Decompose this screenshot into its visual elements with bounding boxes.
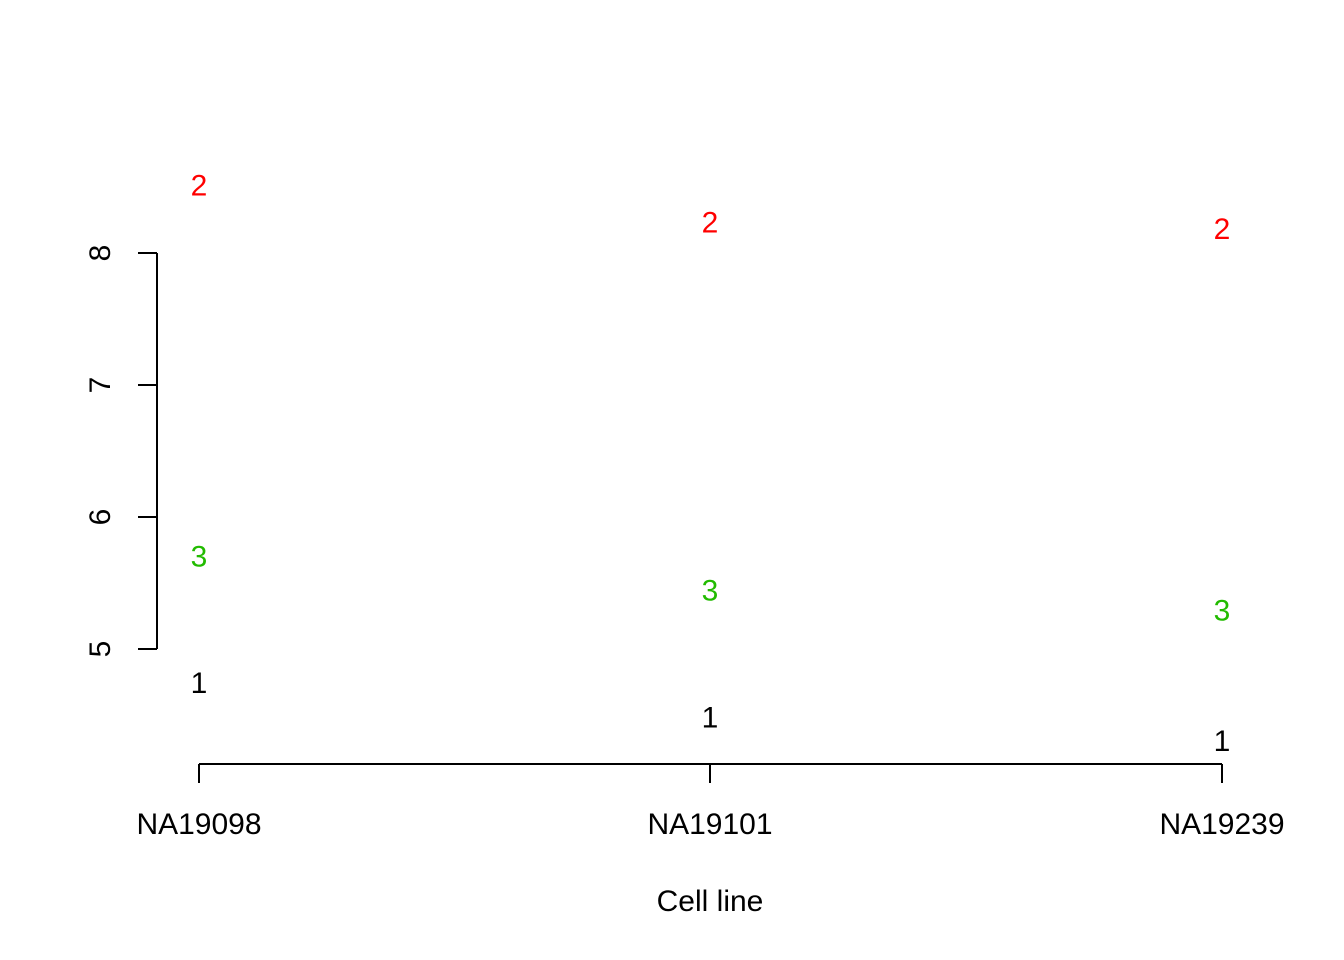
y-tick-label: 7	[84, 377, 117, 394]
x-tick-label: NA19101	[647, 808, 772, 841]
x-tick-label: NA19239	[1159, 808, 1284, 841]
x-axis-label: Cell line	[657, 885, 764, 918]
data-point-label: 3	[702, 575, 719, 608]
y-tick-label: 6	[84, 509, 117, 526]
data-point-label: 2	[191, 169, 208, 202]
x-tick-label: NA19098	[136, 808, 261, 841]
data-point-label: 1	[702, 701, 719, 734]
y-tick-label: 8	[84, 245, 117, 262]
data-point-label: 3	[191, 540, 208, 573]
y-axis: 5 6 7 8	[84, 245, 158, 658]
data-points: 1 1 1 2 2 2 3 3 3	[191, 169, 1231, 758]
x-axis: NA19098 NA19101 NA19239	[136, 763, 1285, 841]
data-point-label: 2	[702, 206, 719, 239]
data-point-label: 3	[1214, 594, 1231, 627]
data-point-label: 1	[1214, 725, 1231, 758]
data-point-label: 2	[1214, 213, 1231, 246]
y-tick-label: 5	[84, 641, 117, 658]
data-point-label: 1	[191, 667, 208, 700]
